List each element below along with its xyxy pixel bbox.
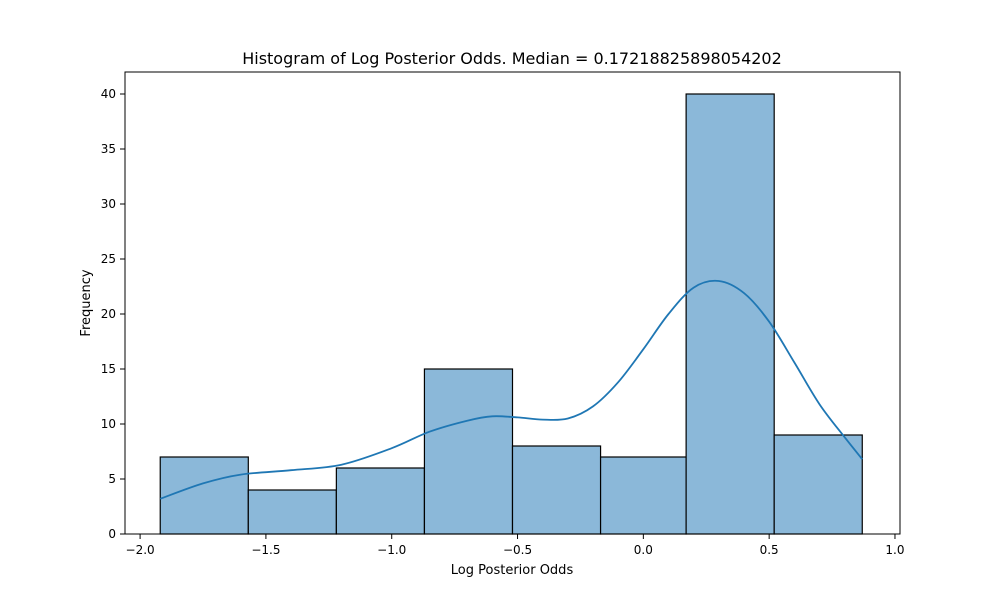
histogram-bars bbox=[159, 93, 863, 535]
x-tick-label: 0.5 bbox=[760, 543, 779, 557]
x-tick-label: −2.0 bbox=[126, 543, 155, 557]
plot-frame bbox=[124, 71, 901, 535]
x-tick-label: 0.0 bbox=[634, 543, 653, 557]
x-axis-label: Log Posterior Odds bbox=[451, 563, 574, 578]
y-tick-label: 5 bbox=[108, 472, 116, 486]
x-tick-label: −1.5 bbox=[251, 543, 280, 557]
y-tick-label: 0 bbox=[108, 527, 116, 541]
histogram-bar-5 bbox=[511, 445, 602, 535]
histogram-bar-8 bbox=[773, 434, 863, 535]
histogram-bar-1 bbox=[159, 456, 249, 535]
histogram-bar-7 bbox=[685, 93, 775, 535]
y-tick-label: 30 bbox=[101, 197, 116, 211]
y-tick-label: 40 bbox=[101, 87, 116, 101]
x-tick-label: 1.0 bbox=[885, 543, 904, 557]
x-axis-ticks: −2.0 −1.5 −1.0 −0.5 0.0 0.5 1.0 bbox=[126, 534, 905, 557]
y-tick-label: 10 bbox=[101, 417, 116, 431]
histogram-bar-2 bbox=[247, 489, 337, 535]
y-tick-label: 25 bbox=[101, 252, 116, 266]
chart-title: Histogram of Log Posterior Odds. Median … bbox=[242, 49, 782, 68]
y-tick-label: 15 bbox=[101, 362, 116, 376]
histogram-bar-3 bbox=[335, 467, 426, 535]
x-tick-label: −0.5 bbox=[503, 543, 532, 557]
y-tick-label: 35 bbox=[101, 142, 116, 156]
y-tick-label: 20 bbox=[101, 307, 116, 321]
kde-curve bbox=[159, 279, 863, 500]
x-tick-label: −1.0 bbox=[377, 543, 406, 557]
y-axis-ticks: 0 5 10 15 20 25 30 35 40 bbox=[101, 87, 125, 541]
histogram-bar-6 bbox=[599, 456, 687, 535]
histogram-bar-4 bbox=[423, 368, 514, 535]
y-axis-label: Frequency bbox=[79, 269, 94, 336]
